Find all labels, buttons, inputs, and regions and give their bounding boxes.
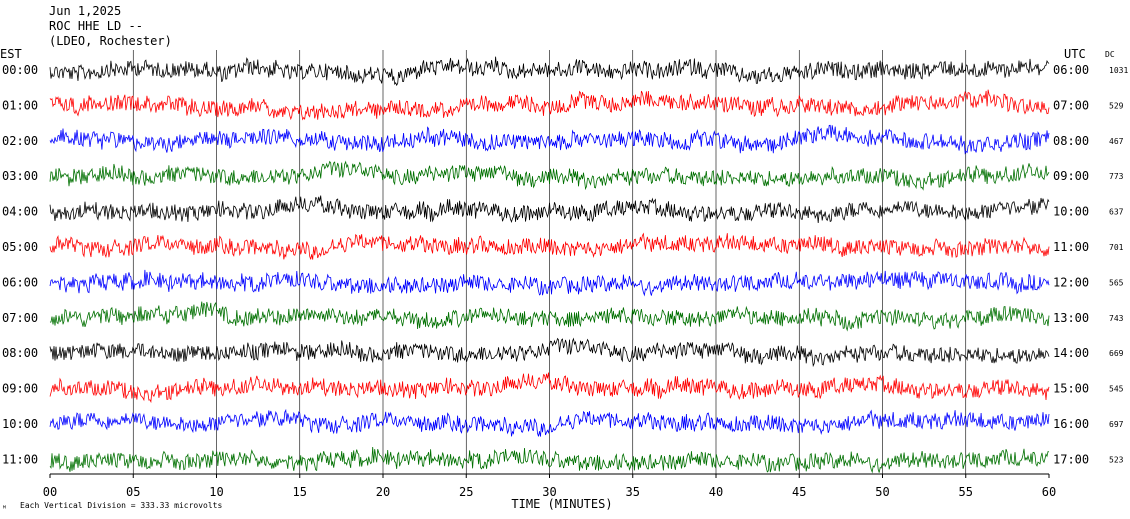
row-label-left: 01:00 — [2, 98, 38, 112]
left-timezone-label: EST — [0, 47, 22, 61]
x-tick-label: 10 — [209, 485, 223, 499]
row-label-right: 15:00 — [1053, 382, 1089, 396]
x-tick-label: 15 — [293, 485, 307, 499]
trace-line — [49, 195, 1050, 224]
row-label-left: 00:00 — [2, 63, 38, 77]
row-dc-value: 773 — [1109, 172, 1124, 181]
row-dc-value: 697 — [1109, 420, 1124, 429]
row-label-right: 06:00 — [1053, 63, 1089, 77]
row-dc-value: 743 — [1109, 314, 1124, 323]
trace-group — [49, 56, 1050, 474]
row-label-left: 08:00 — [2, 346, 38, 360]
row-label-left: 09:00 — [2, 382, 38, 396]
trace-line — [49, 160, 1050, 191]
row-label-right: 12:00 — [1053, 275, 1089, 289]
row-label-left: 05:00 — [2, 240, 38, 254]
trace-line — [49, 269, 1050, 297]
row-label-left: 02:00 — [2, 134, 38, 148]
footnote: Each Vertical Division = 333.33 microvol… — [20, 501, 222, 510]
row-dc-value: 1031 — [1109, 66, 1128, 75]
x-tick-label: 45 — [792, 485, 806, 499]
x-tick-label: 25 — [459, 485, 473, 499]
x-tick-label: 60 — [1042, 485, 1056, 499]
x-tick-label: 05 — [126, 485, 140, 499]
trace-line — [49, 89, 1050, 121]
row-label-left: 06:00 — [2, 275, 38, 289]
row-dc-value: 637 — [1109, 208, 1124, 217]
header-station: ROC HHE LD -- — [49, 19, 143, 33]
row-label-right: 11:00 — [1053, 240, 1089, 254]
row-label-right: 10:00 — [1053, 205, 1089, 219]
row-dc-value: 701 — [1109, 243, 1124, 252]
x-tick-label: 00 — [43, 485, 57, 499]
x-tick-label: 35 — [626, 485, 640, 499]
row-label-right: 07:00 — [1053, 98, 1089, 112]
row-label-left: 03:00 — [2, 169, 38, 183]
header-date: Jun 1,2025 — [49, 4, 121, 18]
row-label-right: 16:00 — [1053, 417, 1089, 431]
x-tick-label: 30 — [542, 485, 556, 499]
x-tick-label: 20 — [376, 485, 390, 499]
x-axis-title: TIME (MINUTES) — [511, 497, 612, 511]
trace-line — [49, 337, 1050, 368]
x-tick-label: 55 — [959, 485, 973, 499]
grid-lines — [132, 50, 967, 474]
trace-line — [49, 372, 1050, 404]
row-dc-value: 523 — [1109, 455, 1124, 464]
trace-line — [49, 408, 1050, 437]
row-label-right: 13:00 — [1053, 311, 1089, 325]
row-dc-value: 529 — [1109, 101, 1124, 110]
row-labels: 00:00 06:00 1031 01:00 07:00 529 02:00 08:00 467… — [2, 63, 1128, 466]
row-dc-value: 565 — [1109, 278, 1124, 287]
trace-line — [49, 301, 1050, 332]
trace-line — [49, 446, 1050, 474]
row-label-left: 10:00 — [2, 417, 38, 431]
dc-header-label: DC — [1105, 50, 1115, 59]
trace-line — [49, 124, 1050, 155]
row-label-right: 17:00 — [1053, 452, 1089, 466]
row-dc-value: 467 — [1109, 137, 1124, 146]
row-label-left: 04:00 — [2, 205, 38, 219]
row-label-left: 07:00 — [2, 311, 38, 325]
row-label-right: 09:00 — [1053, 169, 1089, 183]
row-label-left: 11:00 — [2, 452, 38, 466]
row-dc-value: 669 — [1109, 349, 1124, 358]
x-axis-ticks: 00 05 10 15 20 25 30 35 40 45 50 55 60 — [43, 474, 1056, 499]
row-label-right: 08:00 — [1053, 134, 1089, 148]
x-tick-label: 50 — [875, 485, 889, 499]
header-network: (LDEO, Rochester) — [49, 34, 172, 48]
footnote-mark: ᴹ — [2, 504, 7, 513]
right-timezone-label: UTC — [1064, 47, 1086, 61]
row-dc-value: 545 — [1109, 385, 1124, 394]
trace-line — [49, 56, 1050, 87]
trace-line — [49, 232, 1050, 260]
row-label-right: 14:00 — [1053, 346, 1089, 360]
x-tick-label: 40 — [709, 485, 723, 499]
